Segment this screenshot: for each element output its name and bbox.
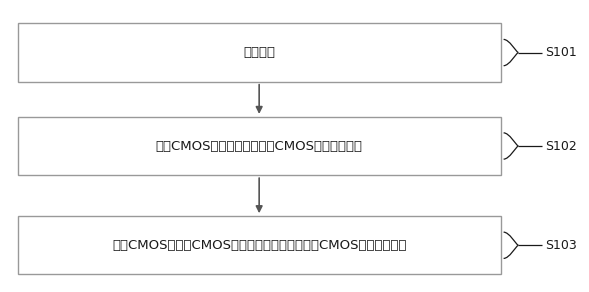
Text: 提供衬底: 提供衬底 — [243, 46, 275, 59]
Bar — [18, 23, 501, 82]
Bar — [18, 216, 501, 274]
Text: S102: S102 — [545, 140, 577, 152]
Text: S101: S101 — [545, 46, 577, 59]
Bar — [18, 117, 501, 175]
Text: S103: S103 — [545, 239, 577, 252]
Text: 采用CMOS工艺在衬底上制备CMOS测量电路系统: 采用CMOS工艺在衬底上制备CMOS测量电路系统 — [155, 140, 363, 152]
Text: 采用CMOS工艺在CMOS测量电路系统上直接制备CMOS红外传感结构: 采用CMOS工艺在CMOS测量电路系统上直接制备CMOS红外传感结构 — [112, 239, 406, 252]
